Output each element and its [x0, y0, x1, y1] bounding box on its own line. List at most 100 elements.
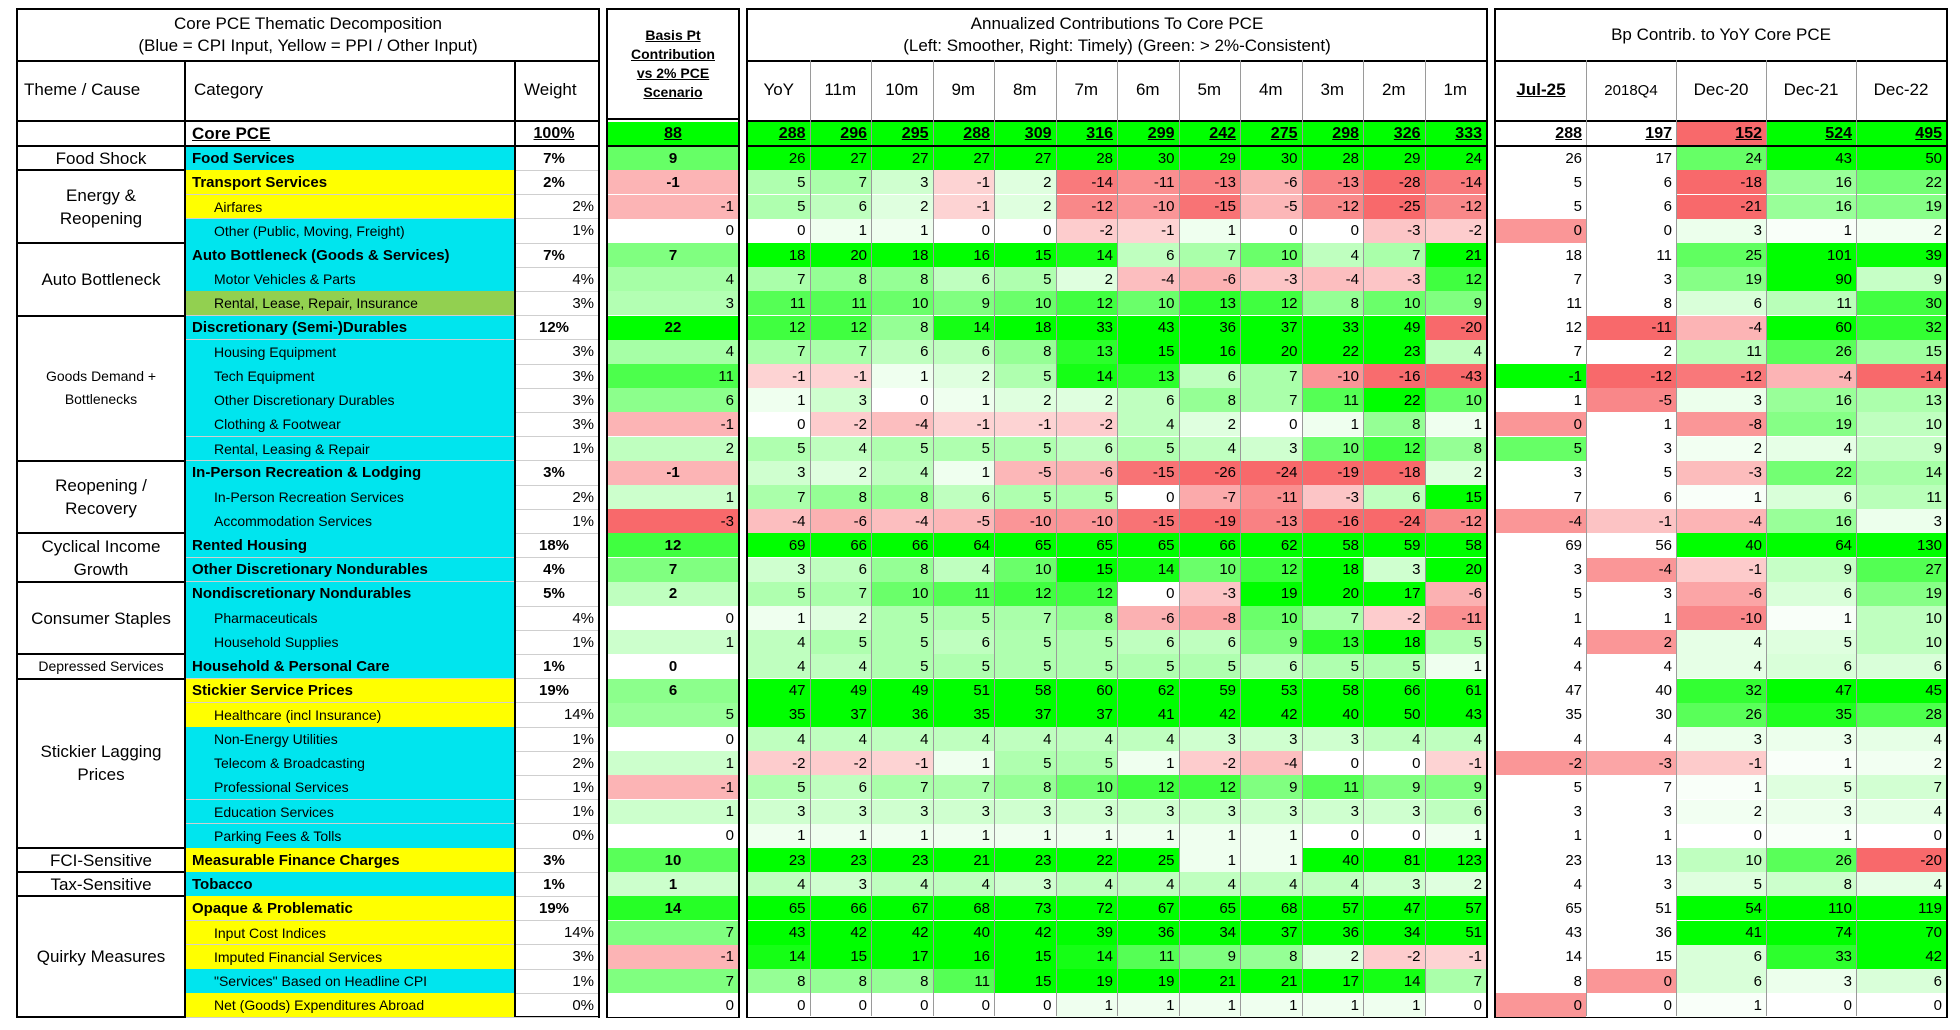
- annualized-value: 6: [809, 775, 871, 800]
- bp-contrib-value: 2: [1856, 751, 1946, 776]
- annualized-value: -14: [1055, 170, 1117, 195]
- annualized-value: -11: [1117, 170, 1179, 195]
- annualized-value: 5: [994, 485, 1056, 509]
- annualized-value: 29: [1363, 146, 1425, 171]
- bp-contrib-value: 10: [1676, 848, 1766, 872]
- annualized-value: 7: [1363, 243, 1425, 267]
- annualized-value: 20: [1301, 581, 1363, 606]
- bp-contrib-value: 56: [1586, 533, 1676, 558]
- annualized-value: -20: [1424, 315, 1486, 340]
- annualized-value: 2: [809, 606, 871, 630]
- bp-contrib-value: 50: [1856, 146, 1946, 171]
- bp-contrib-value: 18: [1496, 243, 1586, 267]
- annualized-value: 8: [809, 969, 871, 993]
- annualized-value: 1: [1301, 993, 1363, 1018]
- bp-contribution-value: 7: [608, 557, 738, 582]
- annualized-value: 13: [1301, 630, 1363, 655]
- annualized-value: 11: [1117, 944, 1179, 969]
- bp-contrib-value: -8: [1676, 412, 1766, 437]
- annualized-value: 288: [748, 122, 810, 146]
- bp-contrib-value: 19: [1856, 194, 1946, 219]
- annualized-value: -1: [932, 194, 994, 219]
- bp-contrib-value: 0: [1496, 412, 1586, 437]
- bp-contribution-value: -1: [608, 944, 738, 969]
- bp-contrib-value: 4: [1496, 727, 1586, 751]
- annualized-value: 0: [994, 993, 1056, 1018]
- annualized-value: 27: [932, 146, 994, 171]
- bp-contrib-value: 40: [1586, 678, 1676, 703]
- annualized-value: 1: [809, 218, 871, 243]
- annualized-value: 6: [1117, 388, 1179, 413]
- annualized-value: 15: [994, 243, 1056, 267]
- theme-label: FCI-Sensitive: [49, 850, 153, 870]
- bp-contrib-value: 3: [1586, 436, 1676, 461]
- bp-contrib-value: 3: [1676, 218, 1766, 243]
- annualized-value: 59: [1363, 533, 1425, 558]
- annualized-value: 13: [1117, 364, 1179, 388]
- annualized-value: -12: [1424, 509, 1486, 534]
- bp-contrib-value: 1: [1496, 823, 1586, 848]
- weight-value: 3%: [543, 464, 565, 482]
- annualized-value: 3: [809, 799, 871, 824]
- bp-contrib-value: 5: [1496, 775, 1586, 800]
- annualized-value: -19: [1178, 509, 1240, 534]
- category-label: Rental, Leasing & Repair: [186, 436, 514, 461]
- annualized-value: 3: [1301, 727, 1363, 751]
- annualized-value: 66: [1363, 678, 1425, 703]
- annualized-value: 12: [1055, 291, 1117, 316]
- bp-contrib-value: 9: [1766, 557, 1856, 582]
- bp-contribution-value: 2: [608, 581, 738, 606]
- annualized-value: 10: [871, 581, 933, 606]
- bp-contrib-value: 7: [1496, 267, 1586, 292]
- category-label: Net (Goods) Expenditures Abroad: [186, 993, 514, 1018]
- annualized-value: 6: [932, 485, 994, 509]
- ann-col-divider: [1117, 60, 1118, 1016]
- bp-contrib-value: -11: [1586, 315, 1676, 340]
- annualized-value: 43: [1424, 702, 1486, 727]
- bp-contrib-panel-header: Bp Contrib. to YoY Core PCE: [1496, 10, 1946, 62]
- bp-contrib-value: -14: [1856, 364, 1946, 388]
- bp-contrib-value: 8: [1766, 872, 1856, 897]
- bpc-col-divider: [1766, 60, 1767, 1016]
- annualized-value: 7: [809, 170, 871, 195]
- annualized-value: 23: [994, 848, 1056, 872]
- annualized-value: -1: [1424, 944, 1486, 969]
- annualized-value: -4: [871, 509, 933, 534]
- theme-column-divider: [184, 60, 186, 1016]
- annualized-value: 14: [1055, 364, 1117, 388]
- annualized-value: 28: [1055, 146, 1117, 171]
- annualized-value: -7: [1178, 485, 1240, 509]
- annualized-value: 13: [1178, 291, 1240, 316]
- bp-contrib-value: 6: [1856, 654, 1946, 679]
- annualized-value: 1: [932, 823, 994, 848]
- annualized-value: 1: [871, 218, 933, 243]
- annualized-value: 22: [1301, 339, 1363, 364]
- annualized-value: 12: [1178, 775, 1240, 800]
- annualized-value: 37: [1240, 315, 1302, 340]
- annualized-value: 298: [1301, 122, 1363, 146]
- category-label: Nondiscretionary Nondurables: [186, 581, 514, 606]
- bp-contrib-panel: Bp Contrib. to YoY Core PCE Jul-25 2018Q4…: [1494, 8, 1948, 1018]
- category-label: Accommodation Services: [186, 509, 514, 534]
- bp-contrib-value: 119: [1856, 896, 1946, 921]
- weight-value: 19%: [538, 682, 570, 700]
- annualized-value: 12: [1117, 775, 1179, 800]
- annualized-value: 4: [1178, 436, 1240, 461]
- annualized-value: 11: [809, 291, 871, 316]
- weight-value: 1%: [572, 440, 594, 458]
- bp-contrib-value: 1: [1766, 823, 1856, 848]
- bp-contrib-value: 5: [1496, 170, 1586, 195]
- ann-col-divider: [1363, 60, 1364, 1016]
- annualized-value: -15: [1117, 460, 1179, 485]
- annualized-value: 10: [1301, 436, 1363, 461]
- bp-contrib-value: 0: [1496, 993, 1586, 1018]
- bp-contrib-value: 0: [1856, 823, 1946, 848]
- annualized-value: 1: [1240, 848, 1302, 872]
- annualized-value: 3: [1363, 872, 1425, 897]
- annualized-value: 4: [748, 630, 810, 655]
- bpc-col-header: Jul-25: [1516, 80, 1566, 99]
- bp-panel-title: Basis Pt Contribution vs 2% PCE Scenario: [631, 27, 715, 100]
- category-label: In-Person Recreation & Lodging: [186, 460, 514, 485]
- annualized-value: 10: [1178, 557, 1240, 582]
